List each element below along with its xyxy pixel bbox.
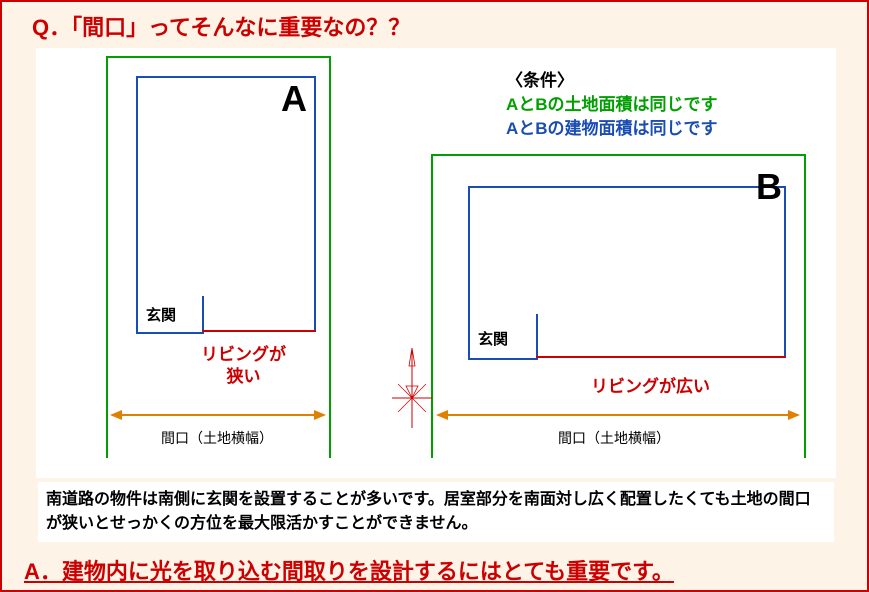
lot-b-living-label: リビングが広い — [591, 372, 710, 397]
lot-a-genkan-label: 玄関 — [146, 304, 176, 325]
lot-b-frontage-label: 間口（土地横幅） — [558, 428, 670, 448]
lot-b-label: B — [756, 166, 782, 208]
conditions-title: 〈条件〉 — [506, 66, 574, 91]
lot-a-living-label: リビングが狭い — [201, 344, 286, 388]
lot-a-label: A — [281, 78, 307, 120]
lot-a-frontage-arrow — [112, 414, 324, 416]
question-text: Q．「間口」ってそんなに重要なの？？ — [32, 10, 410, 42]
condition-land: AとBの土地面積は同じです — [506, 90, 718, 115]
lot-a-frontage-label: 間口（土地横幅） — [161, 428, 273, 448]
explanation-text: 南道路の物件は南側に玄関を設置することが多いです。居室部分を南面対し広く配置した… — [38, 482, 834, 542]
condition-building: AとBの建物面積は同じです — [506, 114, 718, 139]
lot-b-genkan-label: 玄関 — [478, 328, 508, 349]
lot-b-frontage-arrow — [438, 414, 798, 416]
lot-b-living-edge — [536, 356, 786, 358]
compass-icon — [392, 348, 432, 428]
answer-text: A．建物内に光を取り込む間取りを設計するにはとても重要です。 — [24, 554, 674, 586]
lot-a-living-edge — [202, 330, 316, 332]
diagram-panel: 〈条件〉 AとBの土地面積は同じです AとBの建物面積は同じです A 玄関 リビ… — [36, 48, 836, 478]
